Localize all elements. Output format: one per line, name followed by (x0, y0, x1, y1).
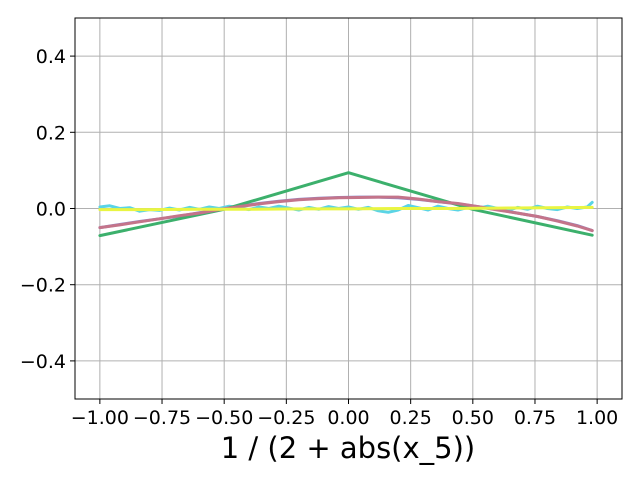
y-tick-label: 0.4 (36, 46, 66, 68)
y-tick-label: −0.2 (20, 275, 66, 297)
x-tick-label: −1.00 (71, 407, 129, 429)
x-tick-label: 0.75 (514, 407, 556, 429)
x-tick-label: 1.00 (576, 407, 618, 429)
x-axis-title: 1 / (2 + abs(x_5)) (221, 431, 476, 465)
y-tick-label: −0.4 (20, 351, 66, 373)
series-line-5 (98, 205, 594, 212)
series-line-4 (98, 195, 594, 233)
x-tick-label: 0.50 (452, 407, 494, 429)
x-tick-label: −0.75 (133, 407, 191, 429)
y-tick-label: 0.0 (36, 199, 66, 221)
x-tick-label: −0.50 (195, 407, 253, 429)
y-tick-label: 0.2 (36, 122, 66, 144)
y-axis-ticks: −0.4 −0.2 0.0 0.2 0.4 (20, 46, 75, 373)
x-tick-label: 0.25 (390, 407, 432, 429)
x-axis-ticks: −1.00 −0.75 −0.50 −0.25 0.00 0.25 0.50 0.75 1.00 (71, 399, 618, 429)
series-line-3 (98, 171, 594, 238)
x-tick-label: −0.25 (257, 407, 315, 429)
x-tick-label: 0.00 (327, 407, 369, 429)
series-layer (98, 171, 594, 238)
